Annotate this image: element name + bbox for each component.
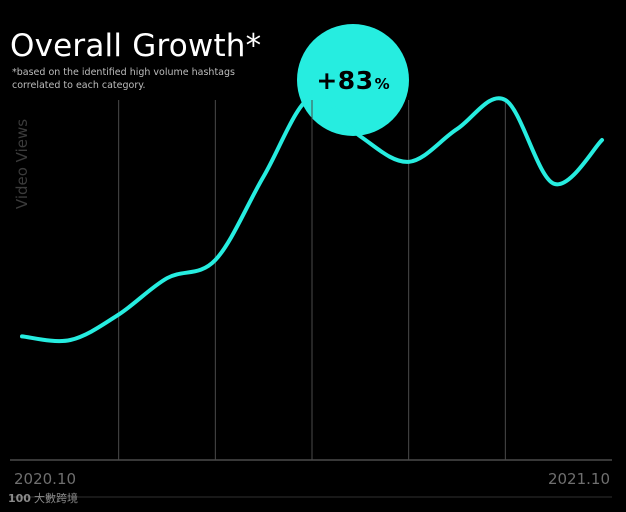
watermark-logo-icon: 100: [8, 492, 31, 505]
growth-value: +83: [316, 65, 374, 95]
watermark-text: 大數跨境: [33, 492, 78, 505]
growth-unit: %: [374, 74, 390, 93]
grid-lines: [118, 100, 506, 460]
watermark: 100 大數跨境: [8, 490, 78, 506]
x-tick-label-end: 2021.10: [547, 470, 610, 488]
series-line: [20, 93, 604, 344]
footnote: *based on the identified high volume has…: [12, 67, 235, 91]
chart-title: Overall Growth*: [10, 28, 262, 64]
x-tick-label-start: 2020.10: [14, 470, 77, 488]
growth-badge: +83 %: [297, 24, 409, 136]
